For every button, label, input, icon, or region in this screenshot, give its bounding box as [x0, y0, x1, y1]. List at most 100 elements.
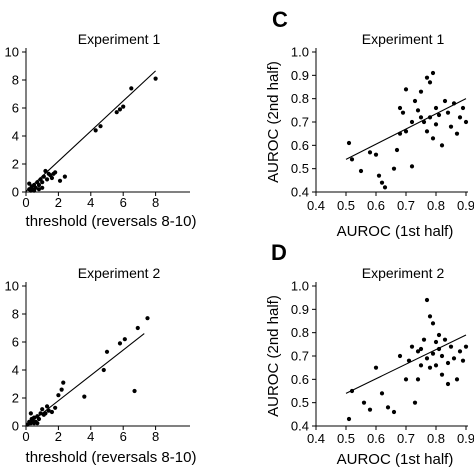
x-tick-label: 0.4	[307, 431, 325, 446]
y-tick-label: 4	[12, 129, 19, 144]
x-tick-label: 8	[152, 429, 159, 444]
x-tick-label: 0.8	[427, 431, 445, 446]
data-point	[62, 174, 67, 179]
chart-title: Experiment 2	[362, 265, 445, 281]
data-point	[397, 353, 403, 359]
y-tick-label: 1.0	[291, 279, 309, 294]
data-point	[433, 363, 439, 368]
data-point	[36, 416, 42, 422]
data-point	[391, 409, 397, 415]
data-point	[457, 115, 463, 120]
data-point	[53, 405, 58, 410]
data-point	[43, 411, 48, 416]
y-tick-label: 0.4	[291, 185, 309, 200]
data-point	[35, 421, 40, 426]
regression-line	[345, 98, 467, 160]
data-point	[433, 339, 439, 345]
data-point	[376, 173, 382, 178]
data-point	[117, 107, 123, 112]
data-point	[40, 185, 45, 190]
data-point	[394, 147, 400, 153]
x-tick-label: 0.8	[427, 198, 445, 213]
data-point	[451, 101, 457, 106]
data-point	[385, 405, 391, 410]
data-point	[43, 168, 48, 174]
plot-area	[345, 70, 469, 190]
y-axis-label: AUROC (2nd half)	[265, 61, 282, 183]
y-tick-label: 0.9	[291, 68, 309, 83]
data-point	[382, 185, 388, 190]
data-point	[349, 157, 355, 162]
y-tick-label: 0.6	[291, 138, 309, 153]
data-point	[153, 76, 158, 81]
data-point	[379, 391, 385, 396]
chart-title: Experiment 1	[78, 31, 161, 47]
data-point	[56, 393, 61, 398]
chart-panel-4: 0.4 0.5 0.6 0.7 0.8 0.9 0.4 0.5 0.6 0.7 0.8 0.9 1.0 E…	[265, 240, 474, 468]
data-point	[442, 98, 448, 104]
data-point	[358, 168, 364, 174]
chart-panel-1: 0 2 4 6 8 0 2 4 6 8 10 Experiment 1 threshold (rever…	[5, 31, 197, 230]
y-tick-label: 0.8	[291, 91, 309, 106]
data-point	[439, 372, 445, 377]
data-point	[31, 421, 37, 426]
data-point	[349, 388, 355, 394]
data-point	[445, 381, 451, 387]
data-point	[101, 367, 106, 373]
y-tick-label: 0.9	[291, 302, 309, 317]
x-tick-label: 2	[55, 429, 62, 444]
data-point	[430, 70, 436, 76]
chart-title: Experiment 1	[362, 31, 445, 47]
data-point	[463, 344, 469, 349]
data-point	[129, 86, 134, 91]
y-tick-label: 4	[12, 363, 19, 378]
x-tick-label: 0	[22, 429, 29, 444]
x-tick-label: 0.9	[457, 431, 474, 446]
data-point	[49, 409, 55, 415]
data-point	[40, 407, 45, 412]
data-point	[44, 404, 50, 409]
data-point	[36, 182, 42, 188]
data-point	[145, 316, 150, 321]
data-point	[31, 188, 37, 193]
chart-title: Experiment 2	[78, 265, 161, 281]
x-axis-label: threshold (reversals 8-10)	[26, 213, 197, 230]
data-point	[41, 174, 46, 179]
data-point	[49, 175, 55, 181]
data-point	[430, 351, 436, 356]
y-tick-label: 1.0	[291, 45, 309, 60]
data-point	[427, 365, 433, 370]
x-tick-label: 8	[152, 195, 159, 210]
data-point	[421, 337, 427, 342]
plot-area	[25, 316, 150, 427]
data-point	[403, 377, 409, 382]
data-point	[406, 358, 412, 363]
data-point	[424, 129, 430, 134]
data-point	[415, 108, 421, 113]
data-point	[454, 131, 460, 136]
x-tick-label: 0.5	[337, 431, 355, 446]
x-tick-label: 0	[22, 195, 29, 210]
data-point	[451, 356, 457, 361]
data-point	[433, 122, 439, 127]
data-point	[424, 356, 430, 361]
data-point	[82, 394, 87, 399]
data-point	[457, 349, 463, 354]
data-point	[454, 377, 460, 382]
data-point	[418, 346, 424, 352]
data-point	[409, 119, 415, 125]
data-point	[436, 332, 442, 338]
y-tick-label: 6	[12, 101, 19, 116]
data-point	[445, 360, 451, 366]
data-point	[367, 407, 373, 412]
data-point	[373, 152, 379, 157]
data-point	[379, 180, 385, 185]
data-point	[61, 380, 66, 385]
data-point	[132, 388, 137, 394]
data-point	[38, 411, 43, 416]
x-axis-label: threshold (reversals 8-10)	[26, 449, 197, 466]
data-point	[93, 128, 98, 133]
data-point	[27, 181, 32, 186]
data-point	[415, 349, 421, 354]
chart-panel-3: 0 2 4 6 8 0 2 4 6 8 10 Experiment 2 threshold (rever…	[5, 265, 197, 466]
